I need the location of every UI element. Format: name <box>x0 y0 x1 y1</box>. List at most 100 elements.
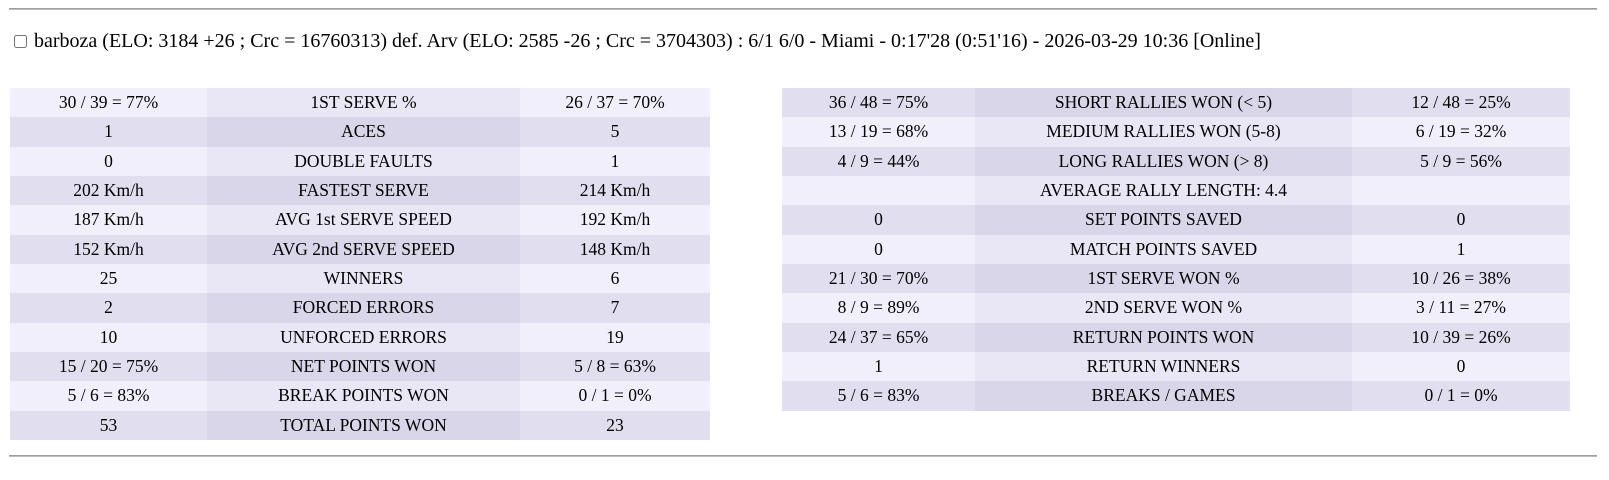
stat-row: 13 / 19 = 68% MEDIUM RALLIES WON (5-8) 6… <box>782 117 1570 147</box>
stat-value-p1: 0 <box>782 205 975 235</box>
stat-label: AVERAGE RALLY LENGTH: 4.4 <box>975 175 1352 206</box>
stat-value-p2: 23 <box>520 410 710 440</box>
stat-row: 0 DOUBLE FAULTS 1 <box>10 146 710 176</box>
stat-row: 53 TOTAL POINTS WON 23 <box>10 410 710 440</box>
stat-value-p1: 2 <box>10 293 207 323</box>
stat-row: 8 / 9 = 89% 2ND SERVE WON % 3 / 11 = 27% <box>782 293 1570 323</box>
stat-value-p1: 36 / 48 = 75% <box>782 88 975 118</box>
stat-label: NET POINTS WON <box>207 351 520 382</box>
stat-value-p1: 4 / 9 = 44% <box>782 146 975 176</box>
serve-stats-table: 30 / 39 = 77% 1ST SERVE % 26 / 37 = 70% … <box>10 88 710 440</box>
stat-label: ACES <box>207 117 520 147</box>
stat-row: 202 Km/h FASTEST SERVE 214 Km/h <box>10 175 710 206</box>
stat-label: BREAKS / GAMES <box>975 381 1352 411</box>
stat-row: 10 UNFORCED ERRORS 19 <box>10 322 710 352</box>
stat-label: BREAK POINTS WON <box>207 381 520 411</box>
stat-value-p2: 3 / 11 = 27% <box>1352 293 1570 323</box>
stat-value-p1: 152 Km/h <box>10 234 207 264</box>
stat-row: 1 RETURN WINNERS 0 <box>782 351 1570 382</box>
stat-row: 1 ACES 5 <box>10 117 710 147</box>
stat-value-p1: 5 / 6 = 83% <box>782 381 975 411</box>
match-header: barboza (ELO: 3184 +26 ; Crc = 16760313)… <box>14 27 1609 55</box>
stat-label: AVG 1st SERVE SPEED <box>207 205 520 235</box>
stat-row: 5 / 6 = 83% BREAKS / GAMES 0 / 1 = 0% <box>782 381 1570 411</box>
stat-value-p1: 30 / 39 = 77% <box>10 88 207 118</box>
stat-value-p1: 53 <box>10 410 207 440</box>
stat-value-p1: 1 <box>10 117 207 147</box>
stat-row: AVERAGE RALLY LENGTH: 4.4 <box>782 175 1570 206</box>
stat-row: 36 / 48 = 75% SHORT RALLIES WON (< 5) 12… <box>782 88 1570 118</box>
stat-row: 4 / 9 = 44% LONG RALLIES WON (> 8) 5 / 9… <box>782 146 1570 176</box>
stat-value-p1: 8 / 9 = 89% <box>782 293 975 323</box>
stat-value-p1: 5 / 6 = 83% <box>10 381 207 411</box>
stat-label: WINNERS <box>207 263 520 294</box>
stat-row: 25 WINNERS 6 <box>10 263 710 294</box>
stat-value-p2: 5 / 8 = 63% <box>520 351 710 382</box>
stat-label: SET POINTS SAVED <box>975 205 1352 235</box>
stat-value-p2: 6 / 19 = 32% <box>1352 117 1570 147</box>
stat-value-p2: 7 <box>520 293 710 323</box>
stat-value-p2: 6 <box>520 263 710 294</box>
stat-label: DOUBLE FAULTS <box>207 146 520 176</box>
stat-label: SHORT RALLIES WON (< 5) <box>975 88 1352 118</box>
stat-value-p1: 25 <box>10 263 207 294</box>
stat-label: RETURN WINNERS <box>975 351 1352 382</box>
stat-value-p2: 26 / 37 = 70% <box>520 88 710 118</box>
stat-label: 2ND SERVE WON % <box>975 293 1352 323</box>
stat-row: 0 MATCH POINTS SAVED 1 <box>782 234 1570 264</box>
stat-value-p2: 10 / 39 = 26% <box>1352 322 1570 352</box>
stat-row: 24 / 37 = 65% RETURN POINTS WON 10 / 39 … <box>782 322 1570 352</box>
stat-value-p2: 0 / 1 = 0% <box>520 381 710 411</box>
stat-label: AVG 2nd SERVE SPEED <box>207 234 520 264</box>
stat-value-p1: 187 Km/h <box>10 205 207 235</box>
stat-value-p1: 24 / 37 = 65% <box>782 322 975 352</box>
stat-value-p2: 19 <box>520 322 710 352</box>
stat-value-p2: 12 / 48 = 25% <box>1352 88 1570 118</box>
stat-value-p2: 192 Km/h <box>520 205 710 235</box>
stat-label: FASTEST SERVE <box>207 175 520 206</box>
rally-stats-table: 36 / 48 = 75% SHORT RALLIES WON (< 5) 12… <box>782 88 1570 411</box>
top-divider <box>9 8 1597 10</box>
stat-row: 30 / 39 = 77% 1ST SERVE % 26 / 37 = 70% <box>10 88 710 118</box>
stat-value-p1: 15 / 20 = 75% <box>10 351 207 382</box>
stat-value-p2 <box>1352 175 1570 206</box>
stat-row: 187 Km/h AVG 1st SERVE SPEED 192 Km/h <box>10 205 710 235</box>
stat-value-p2: 214 Km/h <box>520 175 710 206</box>
stat-value-p2: 1 <box>1352 234 1570 264</box>
stat-row: 15 / 20 = 75% NET POINTS WON 5 / 8 = 63% <box>10 351 710 382</box>
stat-value-p2: 148 Km/h <box>520 234 710 264</box>
stat-row: 21 / 30 = 70% 1ST SERVE WON % 10 / 26 = … <box>782 263 1570 294</box>
stat-value-p1: 10 <box>10 322 207 352</box>
stat-row: 152 Km/h AVG 2nd SERVE SPEED 148 Km/h <box>10 234 710 264</box>
stat-label: RETURN POINTS WON <box>975 322 1352 352</box>
stat-value-p1 <box>782 175 975 206</box>
stat-label: 1ST SERVE WON % <box>975 263 1352 294</box>
stat-value-p2: 10 / 26 = 38% <box>1352 263 1570 294</box>
stat-value-p2: 0 / 1 = 0% <box>1352 381 1570 411</box>
stat-value-p1: 0 <box>10 146 207 176</box>
stat-value-p2: 5 / 9 = 56% <box>1352 146 1570 176</box>
stats-tables-area: 30 / 39 = 77% 1ST SERVE % 26 / 37 = 70% … <box>0 88 1609 440</box>
stat-value-p2: 5 <box>520 117 710 147</box>
stat-value-p1: 13 / 19 = 68% <box>782 117 975 147</box>
match-stats-page: barboza (ELO: 3184 +26 ; Crc = 16760313)… <box>0 8 1609 457</box>
stat-value-p1: 0 <box>782 234 975 264</box>
stat-row: 2 FORCED ERRORS 7 <box>10 293 710 323</box>
stat-row: 0 SET POINTS SAVED 0 <box>782 205 1570 235</box>
match-summary: barboza (ELO: 3184 +26 ; Crc = 16760313)… <box>34 29 1261 52</box>
stat-label: FORCED ERRORS <box>207 293 520 323</box>
stat-label: UNFORCED ERRORS <box>207 322 520 352</box>
stat-value-p2: 0 <box>1352 351 1570 382</box>
stat-value-p2: 0 <box>1352 205 1570 235</box>
stat-value-p1: 202 Km/h <box>10 175 207 206</box>
stat-value-p1: 21 / 30 = 70% <box>782 263 975 294</box>
stat-label: LONG RALLIES WON (> 8) <box>975 146 1352 176</box>
stat-label: MATCH POINTS SAVED <box>975 234 1352 264</box>
stat-value-p2: 1 <box>520 146 710 176</box>
stat-label: 1ST SERVE % <box>207 88 520 118</box>
stat-value-p1: 1 <box>782 351 975 382</box>
match-select-checkbox[interactable] <box>14 34 27 48</box>
stat-label: TOTAL POINTS WON <box>207 410 520 440</box>
stat-row: 5 / 6 = 83% BREAK POINTS WON 0 / 1 = 0% <box>10 381 710 411</box>
bottom-divider <box>9 455 1597 457</box>
